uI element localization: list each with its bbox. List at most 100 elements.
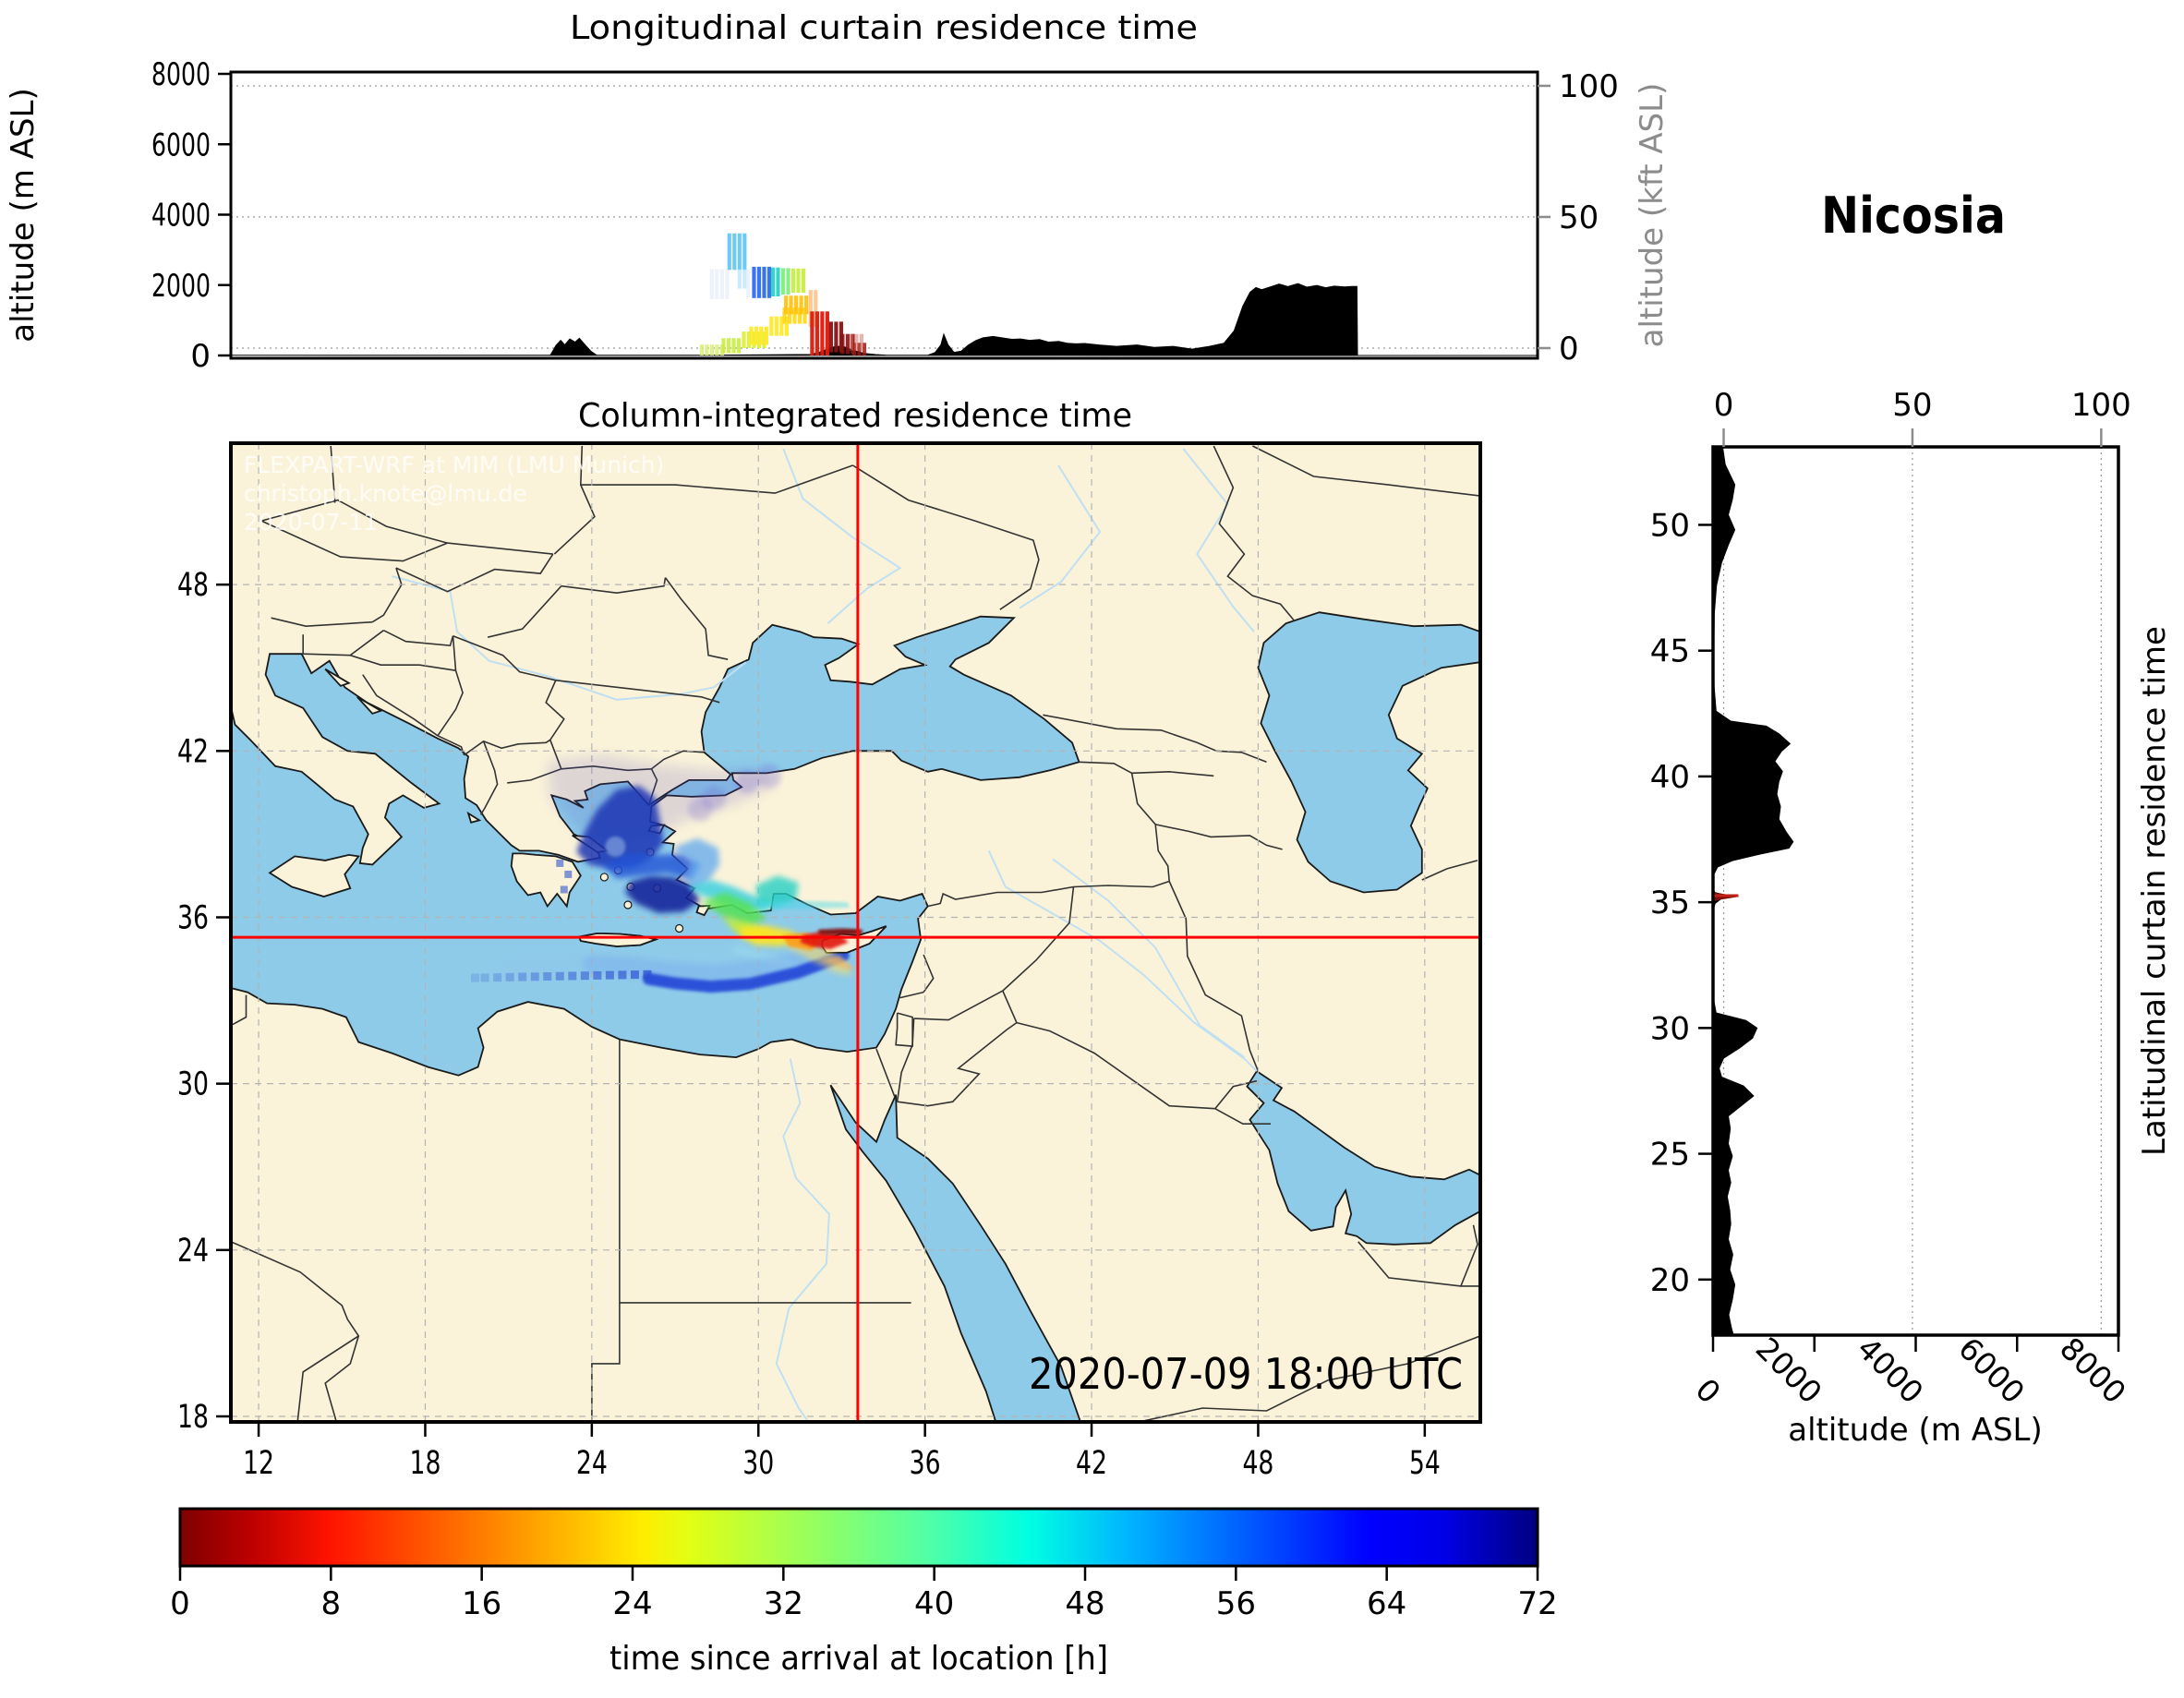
country-border xyxy=(1002,886,1075,992)
plume-teal-bulge xyxy=(755,875,799,908)
map-border xyxy=(229,441,1482,1424)
top-panel-title: Longitudinal curtain residence time xyxy=(570,9,1198,47)
country-border xyxy=(875,1048,896,1097)
top-plume-cell xyxy=(752,266,756,298)
top-plume-cell xyxy=(814,311,819,355)
country-border xyxy=(913,990,1004,1021)
plume-yellow-fan-se xyxy=(783,942,853,976)
top-plume-cell xyxy=(849,333,853,351)
map-plume xyxy=(471,754,887,994)
country-border xyxy=(545,680,565,770)
colorbar-tick-label: 32 xyxy=(764,1585,803,1622)
top-plume-cell xyxy=(779,316,784,336)
country-border xyxy=(1155,824,1283,850)
dnieper-river xyxy=(782,448,902,624)
colorbar-tick-label: 16 xyxy=(462,1585,501,1622)
country-border xyxy=(1421,860,1478,881)
top-plume-cell xyxy=(789,295,793,315)
country-border xyxy=(1139,1335,1480,1422)
plume-bead xyxy=(643,969,652,979)
plume-faint-spot xyxy=(757,764,782,789)
country-border xyxy=(923,954,935,994)
plume-bead xyxy=(580,971,589,981)
top-plume-cell xyxy=(715,269,719,299)
top-panel-ylabel-right: altitude (kft ASL) xyxy=(1634,83,1671,348)
small-island xyxy=(674,923,684,933)
nile-river xyxy=(775,1058,830,1422)
map-panel: 12 18 24 30 36 42 48 54 18 24 30 36 42 48 Column-inte… xyxy=(177,397,1482,1482)
top-plume-cell xyxy=(780,268,786,295)
top-plume-cell xyxy=(774,316,778,336)
top-plume-cell xyxy=(736,338,742,354)
country-border xyxy=(1154,824,1170,882)
country-border xyxy=(899,991,924,999)
right-panel-xlabel: altitude (m ASL) xyxy=(1788,1412,2043,1449)
station-title: Nicosia xyxy=(1821,187,2006,245)
country-border xyxy=(437,735,465,756)
top-plume-cell xyxy=(801,268,806,294)
right-panel-title: Latitudinal curtain residence time xyxy=(2136,626,2173,1156)
top-plume-cell xyxy=(814,290,818,327)
kft-tick-label: 0 xyxy=(1714,387,1734,424)
right-ytick-label: 30 xyxy=(1650,1010,1690,1047)
country-border xyxy=(383,629,454,647)
map-datetime-label: 2020-07-09 18:00 UTC xyxy=(1029,1349,1463,1399)
country-border xyxy=(1214,1079,1258,1110)
alt-tick-label: 6000 xyxy=(151,126,211,163)
caspian-sea xyxy=(1257,611,1480,894)
plume-bead xyxy=(618,970,627,980)
country-border xyxy=(1357,1241,1480,1287)
top-plume-cell xyxy=(808,290,813,327)
top-plume-cell xyxy=(862,343,867,355)
plume-spot xyxy=(556,859,564,867)
top-plume-cell xyxy=(746,269,751,298)
top-plume-cell xyxy=(719,269,724,299)
top-plume-cell xyxy=(731,338,736,354)
corfu-island xyxy=(466,811,482,824)
country-border xyxy=(1168,881,1260,1072)
map-ytick-label: 30 xyxy=(177,1066,209,1103)
top-panel-ylabel: altitude (m ASL) xyxy=(5,88,42,343)
plume-bead xyxy=(493,973,502,982)
plume-bead xyxy=(555,971,564,981)
colorbar-ticks: 0 8 16 24 32 40 48 56 64 72 xyxy=(170,1566,1558,1622)
colorbar-tick-label: 0 xyxy=(170,1585,190,1622)
top-plume-cell xyxy=(756,266,762,298)
top-plume-cell xyxy=(828,321,833,353)
map-ticks: 12 18 24 30 36 42 48 54 18 24 30 36 42 48 xyxy=(177,567,1441,1482)
country-border xyxy=(1073,880,1170,888)
map-ytick-label: 18 xyxy=(177,1399,209,1436)
right-xtick-label: 2000 xyxy=(1749,1331,1829,1411)
colorbar-tick-label: 40 xyxy=(914,1585,954,1622)
top-plume-cell xyxy=(756,331,762,348)
plume-bead xyxy=(543,972,552,981)
top-plume-cell xyxy=(804,295,809,315)
top-plume-cell xyxy=(820,311,825,355)
top-plume-cell xyxy=(859,333,863,351)
map-title: Column-integrated residence time xyxy=(578,397,1132,435)
top-plume-cell xyxy=(709,269,714,299)
plume-bead xyxy=(518,972,527,981)
colorbar-gradient xyxy=(180,1509,1538,1566)
top-plume-cell xyxy=(792,307,797,324)
top-plume-cell xyxy=(727,233,731,271)
map-watermark-line2: christoph.knote@lmu.de xyxy=(244,480,527,507)
colorbar-tick-label: 48 xyxy=(1065,1585,1104,1622)
top-plume-cell xyxy=(799,295,803,315)
country-border xyxy=(1214,1107,1271,1125)
danube-river xyxy=(392,575,747,701)
colorbar-tick-label: 8 xyxy=(321,1585,342,1622)
right-xtick-label: 8000 xyxy=(2053,1331,2133,1411)
top-plume-cell xyxy=(786,268,790,295)
plume-faint-spot xyxy=(735,769,760,794)
top-plume-cell xyxy=(699,344,704,355)
alt-tick-label: 2000 xyxy=(151,268,211,305)
alt-tick-label: 8000 xyxy=(151,56,211,93)
top-plume-cell xyxy=(797,307,802,324)
top-plume-cell xyxy=(737,269,742,289)
top-plume-cell xyxy=(857,343,862,355)
plume-red xyxy=(800,931,849,949)
top-plume-cell xyxy=(840,333,845,355)
